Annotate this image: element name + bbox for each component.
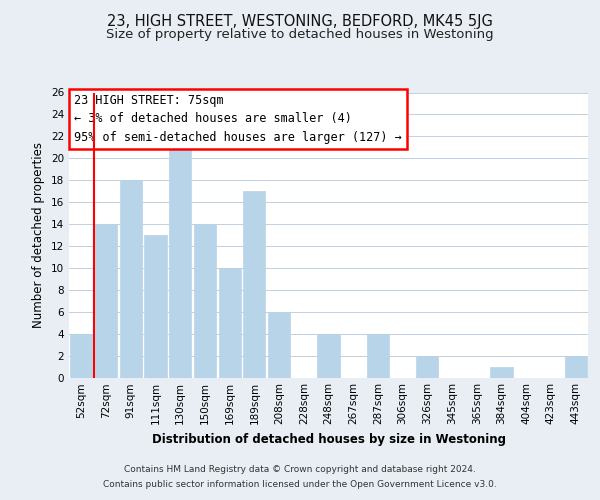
Bar [169, 148, 191, 378]
Bar [317, 334, 340, 378]
Text: Contains public sector information licensed under the Open Government Licence v3: Contains public sector information licen… [103, 480, 497, 489]
Text: Contains HM Land Registry data © Crown copyright and database right 2024.: Contains HM Land Registry data © Crown c… [124, 465, 476, 474]
Bar [490, 366, 512, 378]
Bar [218, 268, 241, 378]
Bar [416, 356, 439, 378]
Text: 23, HIGH STREET, WESTONING, BEDFORD, MK45 5JG: 23, HIGH STREET, WESTONING, BEDFORD, MK4… [107, 14, 493, 29]
Bar [565, 356, 587, 378]
Text: Size of property relative to detached houses in Westoning: Size of property relative to detached ho… [106, 28, 494, 41]
Bar [145, 235, 167, 378]
Bar [367, 334, 389, 378]
Bar [194, 224, 216, 378]
X-axis label: Distribution of detached houses by size in Westoning: Distribution of detached houses by size … [151, 433, 505, 446]
Text: 23 HIGH STREET: 75sqm
← 3% of detached houses are smaller (4)
95% of semi-detach: 23 HIGH STREET: 75sqm ← 3% of detached h… [74, 94, 402, 144]
Y-axis label: Number of detached properties: Number of detached properties [32, 142, 46, 328]
Bar [268, 312, 290, 378]
Bar [243, 191, 265, 378]
Bar [95, 224, 117, 378]
Bar [119, 180, 142, 378]
Bar [70, 334, 92, 378]
